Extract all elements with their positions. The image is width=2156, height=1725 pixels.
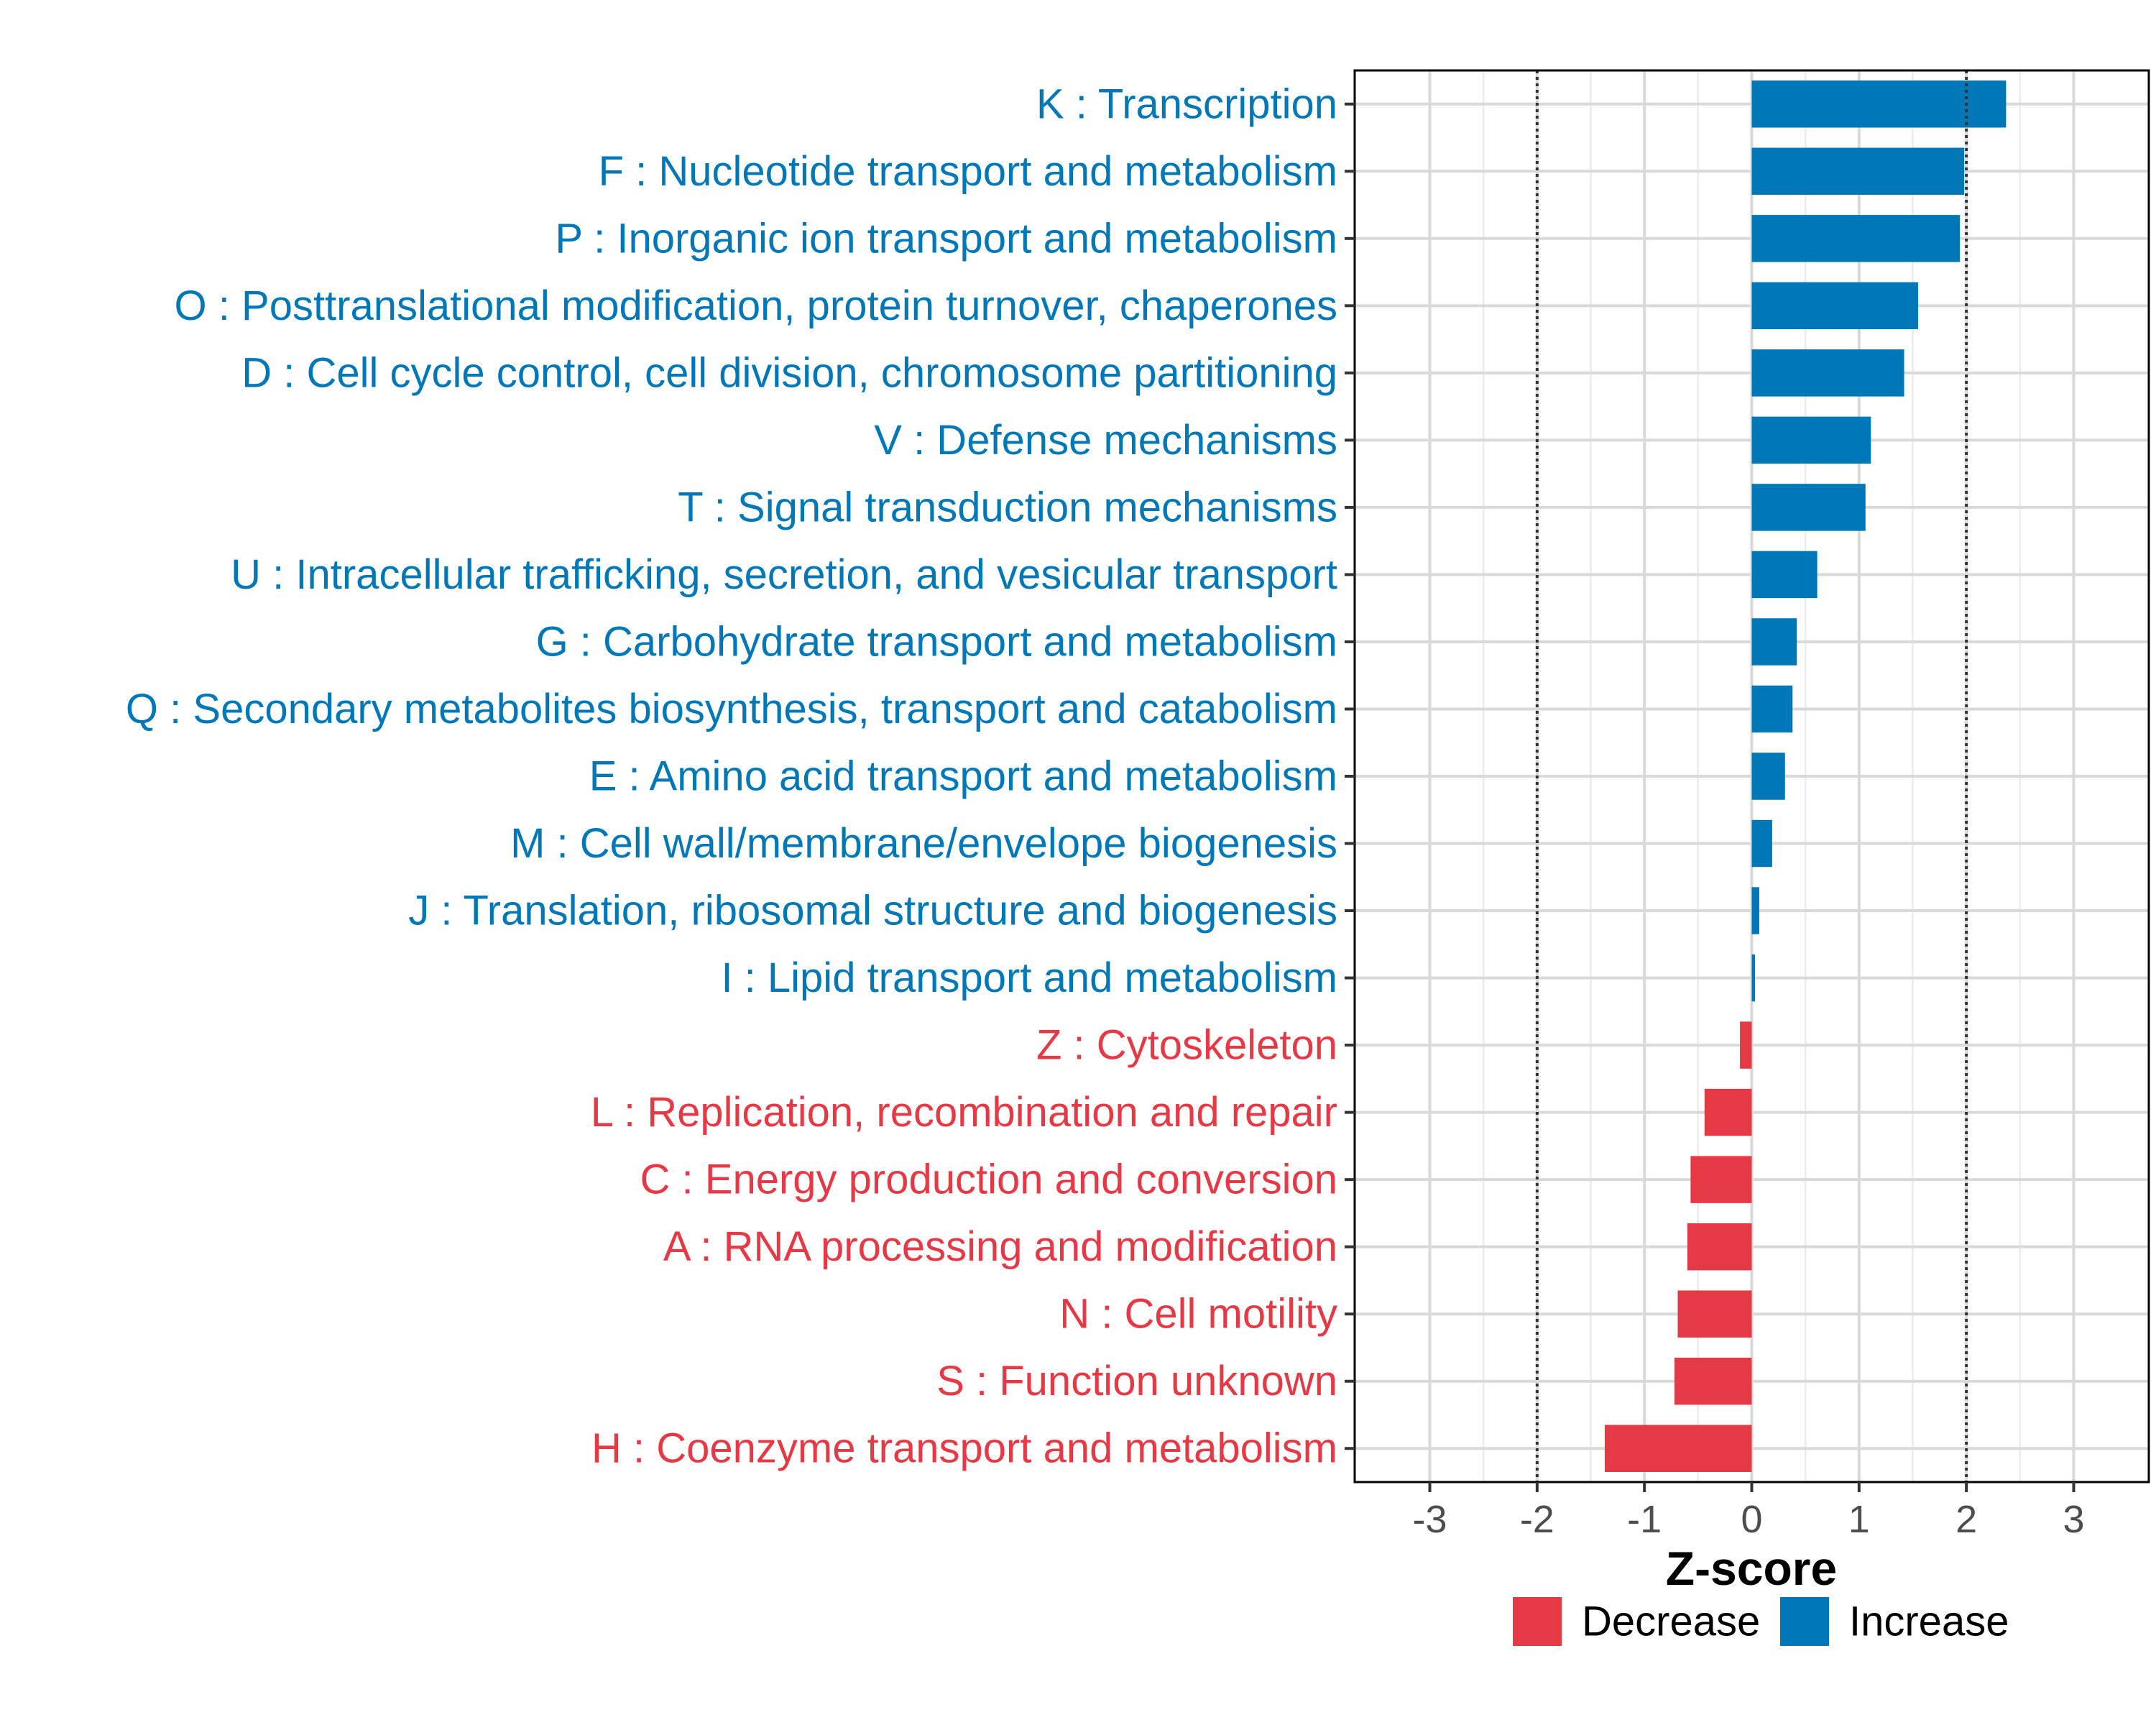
bar: [1687, 1223, 1752, 1271]
x-axis: -3 -2 -1 0 1 2 3: [1413, 1482, 2084, 1541]
y-tick-label: Q : Secondary metabolites biosynthesis, …: [126, 686, 1337, 732]
bar: [1740, 1021, 1752, 1069]
reference-lines: [1535, 70, 1968, 1482]
bar: [1751, 887, 1759, 934]
y-tick-label: O : Posttranslational modification, prot…: [175, 282, 1337, 329]
y-tick-label: Z : Cytoskeleton: [1036, 1022, 1337, 1069]
bar-layer: [1604, 80, 2007, 1472]
x-tick-label: 2: [1955, 1498, 1977, 1541]
bar: [1704, 1088, 1752, 1136]
y-tick-label: S : Function unknown: [936, 1358, 1337, 1404]
bar: [1751, 484, 1866, 531]
bar: [1751, 954, 1755, 1002]
y-tick-label: F : Nucleotide transport and metabolism: [599, 148, 1337, 195]
x-axis-title: Z-score: [1666, 1542, 1837, 1595]
y-tick-label: T : Signal transduction mechanisms: [678, 484, 1337, 530]
legend: Decrease Increase: [1513, 1597, 2009, 1646]
y-tick-label: A : RNA processing and modification: [663, 1223, 1337, 1270]
x-tick-label: 1: [1848, 1498, 1870, 1541]
bar: [1751, 349, 1904, 397]
y-tick-label: V : Defense mechanisms: [874, 417, 1337, 464]
bar: [1690, 1156, 1752, 1203]
y-tick-label: E : Amino acid transport and metabolism: [589, 753, 1337, 800]
legend-swatch: [1780, 1597, 1829, 1646]
y-tick-label: I : Lipid transport and metabolism: [721, 954, 1337, 1001]
y-tick-label: J : Translation, ribosomal structure and…: [408, 888, 1337, 934]
legend-label: Decrease: [1582, 1598, 1760, 1645]
y-tick-label: G : Carbohydrate transport and metabolis…: [536, 618, 1337, 665]
bar: [1604, 1425, 1752, 1472]
y-tick-label: U : Intracellular trafficking, secretion…: [231, 551, 1337, 598]
y-tick-label: C : Energy production and conversion: [640, 1156, 1337, 1203]
bar: [1751, 819, 1772, 868]
y-tick-label: H : Coenzyme transport and metabolism: [591, 1425, 1337, 1472]
bar: [1674, 1357, 1752, 1405]
y-tick-label: K : Transcription: [1036, 80, 1337, 127]
bar: [1751, 147, 1965, 196]
x-tick-label: 3: [2063, 1498, 2084, 1541]
bar: [1751, 618, 1797, 666]
bar: [1751, 753, 1785, 800]
y-tick-label: P : Inorganic ion transport and metaboli…: [555, 215, 1337, 262]
bar: [1751, 215, 1961, 262]
bar: [1751, 80, 2007, 128]
bar: [1751, 416, 1871, 464]
y-tick-label: D : Cell cycle control, cell division, c…: [241, 349, 1337, 396]
y-tick-label: L : Replication, recombination and repai…: [591, 1089, 1337, 1136]
x-tick-label: -2: [1520, 1498, 1554, 1541]
legend-swatch: [1513, 1597, 1562, 1646]
bar: [1677, 1290, 1752, 1338]
legend-label: Increase: [1849, 1598, 2009, 1645]
x-tick-label: -3: [1413, 1498, 1447, 1541]
bar: [1751, 551, 1818, 599]
x-tick-label: 0: [1741, 1498, 1762, 1541]
bar: [1751, 282, 1918, 330]
y-tick-label: M : Cell wall/membrane/envelope biogenes…: [510, 820, 1337, 867]
y-tick-label: N : Cell motility: [1059, 1291, 1337, 1338]
bar: [1751, 685, 1793, 733]
y-axis: K : Transcription F : Nucleotide transpor…: [126, 80, 1355, 1472]
x-tick-label: -1: [1627, 1498, 1662, 1541]
